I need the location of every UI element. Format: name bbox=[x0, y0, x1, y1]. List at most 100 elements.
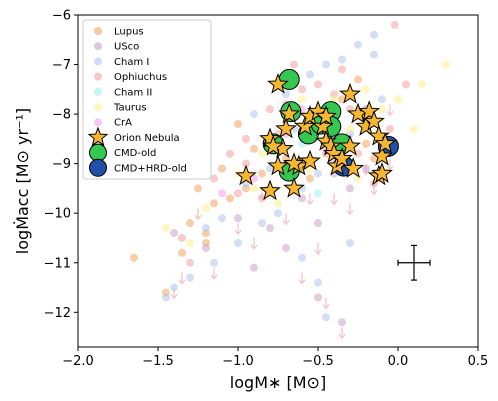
ophiuchus-point bbox=[386, 124, 394, 133]
usco-point bbox=[234, 214, 242, 223]
x-axis-label: logM∗ [M⊙] bbox=[230, 373, 326, 392]
lupus-point bbox=[210, 199, 218, 208]
cham-i-point bbox=[162, 293, 170, 302]
taurus-point bbox=[410, 124, 418, 133]
cham-i-point bbox=[234, 238, 242, 247]
lupus-point bbox=[306, 174, 314, 183]
x-tick-label: 0.0 bbox=[388, 354, 409, 369]
orion-nebula-point bbox=[259, 179, 281, 201]
ophiuchus-point bbox=[226, 149, 234, 158]
cham-i-point bbox=[306, 70, 314, 79]
orion-nebula-point bbox=[331, 147, 353, 168]
y-tick-label: −11 bbox=[44, 256, 71, 271]
taurus-point bbox=[346, 124, 354, 133]
orion-nebula-point bbox=[363, 110, 385, 131]
cham-i-point bbox=[370, 50, 378, 59]
ophiuchus-point bbox=[338, 65, 346, 74]
upper-limit-arrow bbox=[306, 193, 314, 206]
legend-label-cra: CrA bbox=[114, 118, 132, 129]
plot-border bbox=[77, 14, 479, 348]
ophiuchus-point bbox=[266, 105, 274, 114]
usco-point bbox=[266, 224, 274, 233]
legend-marker-cham-i bbox=[94, 57, 102, 66]
y-tick-label: −8 bbox=[52, 108, 71, 123]
cham-i-point bbox=[250, 110, 258, 119]
y-axis-label: logṀacc [M⊙ yr⁻¹] bbox=[13, 108, 32, 254]
orion-nebula-point bbox=[262, 134, 285, 156]
cham-i-point bbox=[170, 283, 178, 292]
orion-nebula-point bbox=[339, 82, 361, 104]
error-bar-layer bbox=[397, 244, 431, 281]
orion-nebula-point bbox=[283, 177, 305, 198]
legend-marker-taurus bbox=[94, 103, 102, 111]
usco-point bbox=[170, 229, 178, 238]
orion-nebula-point bbox=[299, 149, 321, 171]
orion-nebula-point bbox=[315, 105, 337, 126]
lupus-point bbox=[218, 164, 226, 173]
lupus-point bbox=[226, 194, 234, 203]
usco-point bbox=[346, 184, 354, 193]
upper-limit-arrow bbox=[322, 297, 330, 310]
legend-marker-ophiuchus bbox=[94, 72, 102, 81]
legend-marker-cmd-old bbox=[89, 143, 107, 162]
legend-label-cmd-old: CMD-old bbox=[114, 148, 156, 159]
cham-i-point bbox=[346, 238, 354, 247]
taurus-point bbox=[394, 95, 402, 104]
ophiuchus-point bbox=[242, 159, 250, 168]
legend-label-cham-ii: Cham II bbox=[114, 87, 152, 98]
lupus-point bbox=[178, 248, 186, 257]
x-tick-label: −2.0 bbox=[62, 354, 94, 369]
upper-limit-arrow bbox=[298, 272, 306, 285]
upper-limit-arrow bbox=[194, 208, 202, 221]
cham-i-point bbox=[258, 219, 266, 228]
legend-label-taurus: Taurus bbox=[113, 103, 147, 114]
cham-i-point bbox=[274, 209, 282, 218]
cham-i-point bbox=[266, 164, 274, 173]
ophiuchus-point bbox=[390, 20, 399, 29]
data-points-layer bbox=[130, 20, 450, 327]
ophiuchus-point bbox=[242, 134, 250, 143]
cham-i-point bbox=[210, 258, 218, 267]
cham-i-point bbox=[314, 169, 322, 178]
cham-i-point bbox=[378, 95, 386, 104]
upper-limit-arrow bbox=[338, 327, 346, 340]
lupus-point bbox=[362, 139, 370, 148]
orion-nebula-point bbox=[339, 134, 361, 156]
ophiuchus-point bbox=[402, 80, 410, 89]
usco-point bbox=[314, 219, 322, 228]
taurus-point bbox=[354, 174, 362, 183]
legend-marker-lupus bbox=[94, 27, 102, 35]
taurus-point bbox=[258, 149, 266, 158]
legend-label-usco: USco bbox=[114, 42, 139, 53]
orion-nebula-point bbox=[235, 164, 257, 186]
taurus-point bbox=[250, 184, 258, 193]
legend-marker-cham-ii bbox=[94, 87, 102, 96]
x-axis-ticks: −2.0 −1.5 −1.0 −0.5 0.0 0.5 bbox=[62, 347, 488, 369]
legend-label-orion-nebula: Orion Nebula bbox=[114, 133, 180, 144]
lupus-point bbox=[354, 75, 362, 84]
ophiuchus-point bbox=[290, 60, 298, 69]
taurus-point bbox=[162, 224, 170, 233]
lupus-point bbox=[258, 169, 266, 178]
legend-marker-cra bbox=[94, 118, 102, 127]
orion-nebula-point bbox=[371, 144, 393, 166]
upper-limit-arrow bbox=[178, 272, 186, 285]
legend-marker-cmd-hrd-old bbox=[89, 158, 107, 177]
cham-i-point bbox=[202, 224, 210, 233]
legend-box bbox=[82, 19, 212, 180]
usco-point bbox=[202, 243, 210, 252]
usco-point bbox=[282, 243, 290, 252]
usco-point bbox=[362, 164, 370, 173]
ophiuchus-point bbox=[354, 149, 362, 158]
lupus-point bbox=[370, 154, 378, 163]
orion-nebula-point bbox=[267, 72, 289, 94]
y-tick-label: −12 bbox=[44, 306, 71, 321]
taurus-point bbox=[442, 60, 450, 69]
taurus-point bbox=[202, 204, 210, 213]
lupus-point bbox=[130, 253, 138, 262]
ophiuchus-point bbox=[298, 85, 306, 94]
x-tick-label: −0.5 bbox=[302, 354, 334, 369]
cra-point bbox=[218, 189, 226, 198]
cra-point bbox=[250, 174, 258, 183]
